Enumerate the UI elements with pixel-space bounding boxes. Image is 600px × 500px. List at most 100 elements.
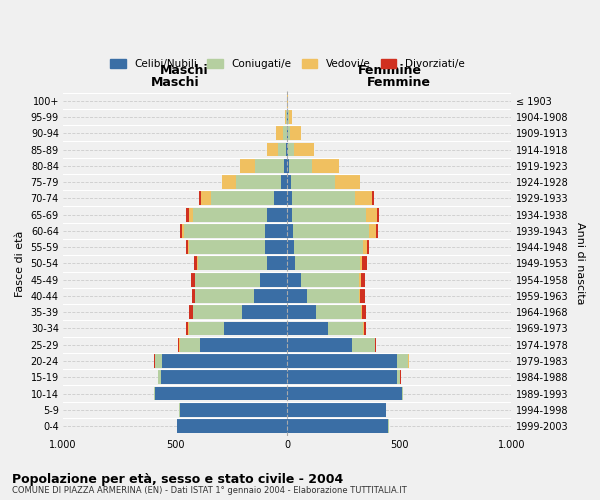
Bar <box>287 175 290 189</box>
Bar <box>267 208 287 222</box>
Bar <box>278 142 286 156</box>
Legend: Celibi/Nubili, Coniugati/e, Vedovi/e, Divorziati/e: Celibi/Nubili, Coniugati/e, Vedovi/e, Di… <box>106 55 469 74</box>
Bar <box>335 175 360 189</box>
Bar <box>328 322 364 336</box>
Bar <box>301 273 359 286</box>
Bar <box>287 224 293 238</box>
Bar <box>292 208 366 222</box>
Bar <box>196 273 260 286</box>
Bar <box>178 338 179 351</box>
Bar <box>307 289 359 303</box>
Text: Popolazione per età, sesso e stato civile - 2004: Popolazione per età, sesso e stato civil… <box>12 472 343 486</box>
Bar <box>361 306 362 319</box>
Bar <box>287 370 397 384</box>
Bar <box>364 240 367 254</box>
Text: Femmine: Femmine <box>367 76 431 90</box>
Bar <box>199 192 201 205</box>
Bar <box>289 159 312 172</box>
Bar <box>287 240 294 254</box>
Bar <box>287 273 301 286</box>
Bar <box>287 386 401 400</box>
Bar <box>360 289 365 303</box>
Bar <box>182 224 184 238</box>
Bar <box>222 175 236 189</box>
Bar <box>361 273 365 286</box>
Bar <box>369 224 376 238</box>
Bar <box>287 338 352 351</box>
Bar <box>224 322 287 336</box>
Bar <box>289 110 292 124</box>
Bar <box>193 208 267 222</box>
Bar <box>362 306 367 319</box>
Bar <box>359 273 361 286</box>
Bar <box>352 338 374 351</box>
Bar <box>242 306 287 319</box>
Bar <box>375 338 376 351</box>
Bar <box>240 159 255 172</box>
Bar <box>236 175 281 189</box>
Bar <box>200 338 287 351</box>
Bar <box>277 126 283 140</box>
Bar <box>281 175 287 189</box>
Bar <box>397 354 409 368</box>
Bar <box>287 159 289 172</box>
Bar <box>189 306 193 319</box>
Bar <box>265 224 287 238</box>
Bar <box>292 192 355 205</box>
Bar <box>287 208 292 222</box>
Bar <box>274 192 287 205</box>
Bar <box>184 224 265 238</box>
Bar <box>187 208 188 222</box>
Bar <box>179 403 287 416</box>
Bar <box>293 224 369 238</box>
Bar <box>401 386 403 400</box>
Bar <box>364 322 366 336</box>
Bar <box>286 142 287 156</box>
Bar <box>179 338 200 351</box>
Bar <box>288 110 289 124</box>
Text: Femmine: Femmine <box>358 64 422 77</box>
Bar <box>359 289 360 303</box>
Bar <box>287 192 292 205</box>
Bar <box>158 370 161 384</box>
Bar <box>162 354 287 368</box>
Y-axis label: Anni di nascita: Anni di nascita <box>575 222 585 304</box>
Bar <box>211 192 274 205</box>
Bar <box>154 386 155 400</box>
Bar <box>312 159 339 172</box>
Bar <box>286 110 287 124</box>
Bar <box>188 322 224 336</box>
Bar <box>194 256 197 270</box>
Bar <box>155 386 287 400</box>
Bar <box>194 273 196 286</box>
Bar <box>283 126 287 140</box>
Bar <box>284 159 287 172</box>
Bar <box>376 224 378 238</box>
Bar <box>287 306 316 319</box>
Bar <box>290 126 301 140</box>
Bar <box>289 142 294 156</box>
Bar <box>287 419 388 433</box>
Bar <box>188 208 193 222</box>
Bar <box>197 256 267 270</box>
Bar <box>287 142 289 156</box>
Bar <box>287 403 386 416</box>
Bar <box>287 322 328 336</box>
Text: COMUNE DI PIAZZA ARMERINA (EN) - Dati ISTAT 1° gennaio 2004 - Elaborazione TUTTI: COMUNE DI PIAZZA ARMERINA (EN) - Dati IS… <box>12 486 407 495</box>
Bar <box>187 322 188 336</box>
Bar <box>295 256 360 270</box>
Bar <box>294 240 364 254</box>
Bar <box>367 240 369 254</box>
Bar <box>260 273 287 286</box>
Bar <box>316 306 361 319</box>
Bar <box>377 208 379 222</box>
Bar <box>287 354 397 368</box>
Y-axis label: Fasce di età: Fasce di età <box>15 230 25 296</box>
Bar <box>288 126 290 140</box>
Bar <box>179 224 182 238</box>
Bar <box>287 256 295 270</box>
Bar <box>360 256 362 270</box>
Bar <box>191 273 194 286</box>
Bar <box>290 175 335 189</box>
Bar <box>294 142 314 156</box>
